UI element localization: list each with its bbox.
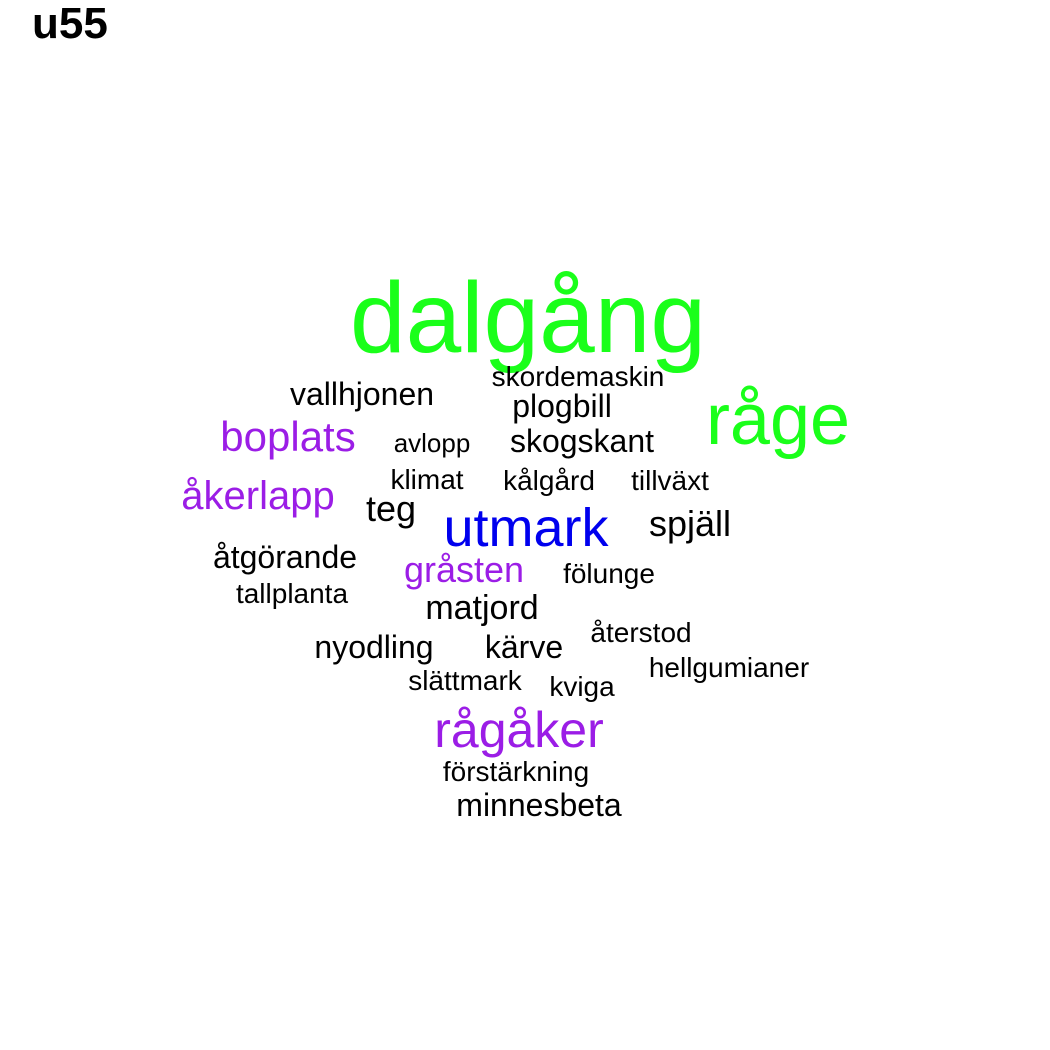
word-11: skogskant (509, 423, 655, 459)
word-9: plogbill (512, 388, 612, 424)
word-13: kålgård (503, 465, 595, 496)
word-20: matjord (425, 589, 539, 627)
word-3: rågåker (434, 702, 604, 758)
word-6: gråsten (403, 549, 525, 590)
word-7: vallhjonen (289, 376, 435, 412)
word-21: återstod (590, 617, 692, 648)
word-27: förstärkning (442, 756, 590, 787)
word-25: slättmark (408, 665, 522, 696)
word-0: dalgång (350, 262, 706, 374)
word-24: hellgumianer (648, 652, 810, 683)
word-22: nyodling (314, 629, 434, 665)
word-8: skordemaskin (491, 361, 665, 392)
page-title: u55 (32, 0, 108, 48)
word-5: åkerlapp (181, 474, 335, 518)
word-1: råge (705, 380, 851, 460)
word-15: teg (365, 488, 417, 529)
word-14: tillväxt (631, 465, 709, 496)
word-28: minnesbeta (456, 787, 622, 823)
word-10: avlopp (393, 428, 471, 458)
word-23: kärve (484, 629, 564, 665)
word-4: boplats (220, 413, 356, 460)
word-19: fölunge (563, 558, 655, 589)
word-18: tallplanta (235, 578, 349, 609)
word-12: klimat (390, 464, 464, 495)
word-16: spjäll (648, 503, 732, 544)
word-2: utmark (443, 498, 609, 558)
word-17: åtgörande (212, 539, 358, 575)
word-26: kviga (549, 671, 615, 702)
